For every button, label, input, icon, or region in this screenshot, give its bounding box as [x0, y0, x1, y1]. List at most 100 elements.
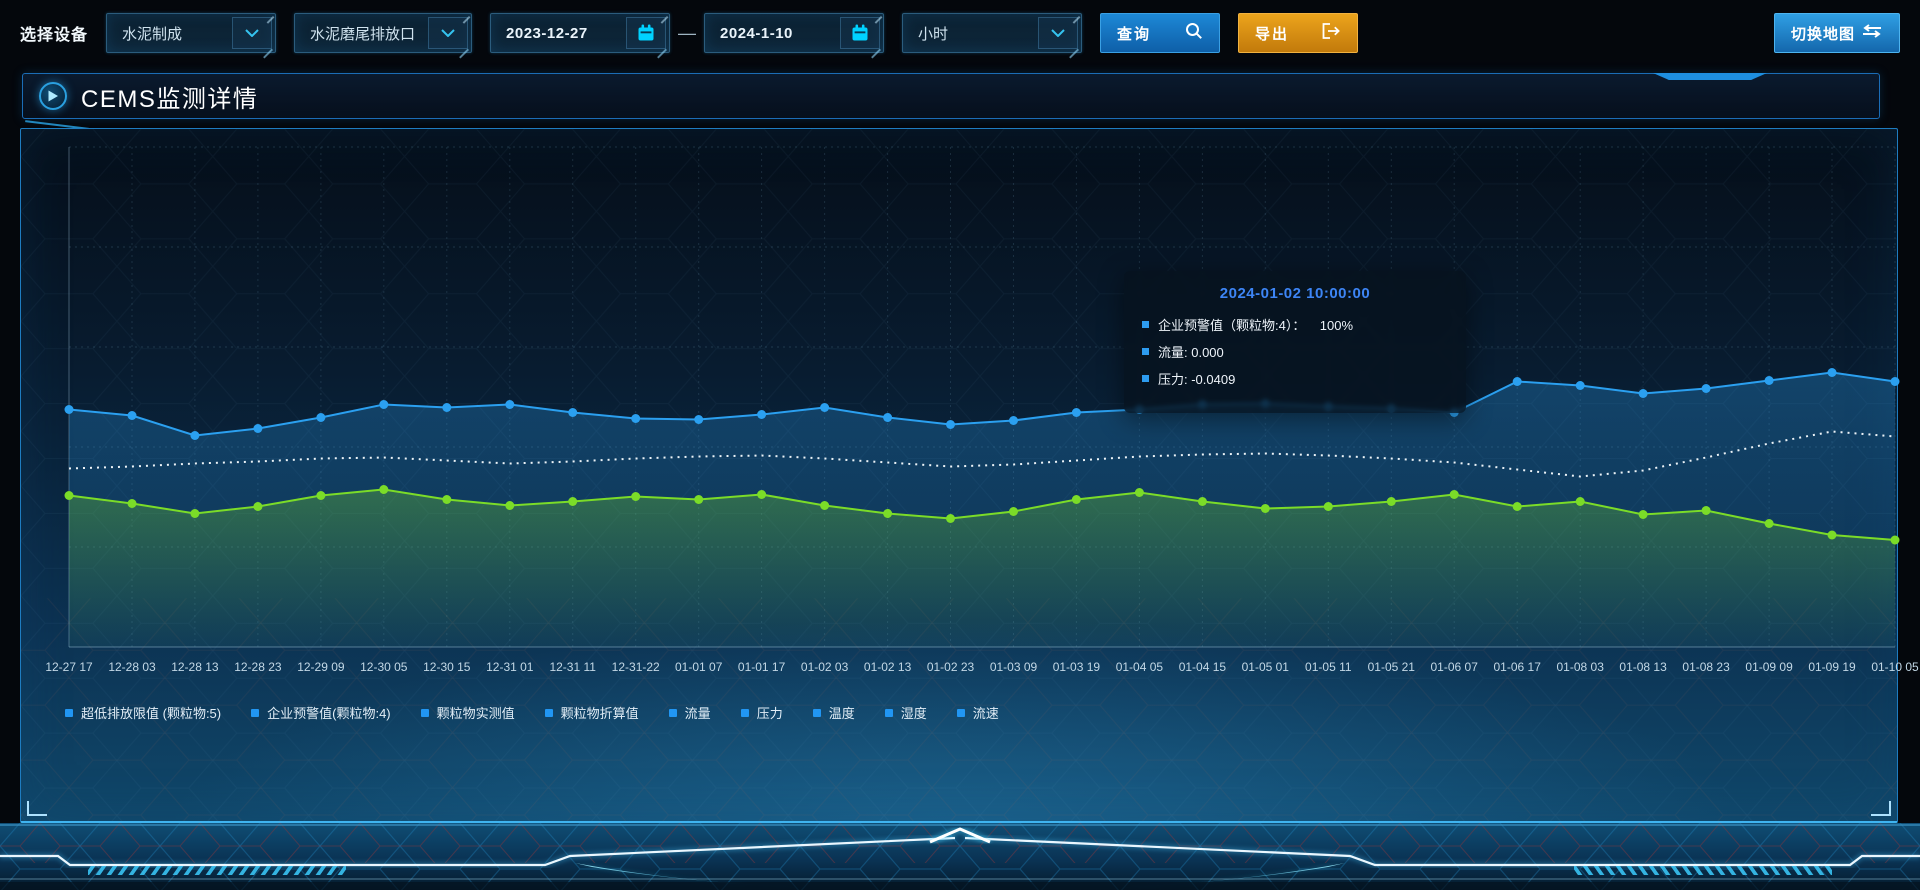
x-axis-label: 12-30 05 [360, 660, 408, 674]
legend-label: 湿度 [900, 706, 927, 721]
data-point[interactable] [1827, 530, 1837, 540]
legend-label: 温度 [828, 706, 855, 721]
data-point[interactable] [1197, 497, 1207, 506]
data-point[interactable] [1764, 519, 1774, 528]
data-point[interactable] [946, 420, 955, 429]
legend-item[interactable]: 超低排放限值 (颗粒物:5) [65, 703, 221, 722]
data-point[interactable] [1323, 502, 1333, 511]
legend-item[interactable]: 流速 [956, 703, 999, 722]
legend-item[interactable]: 压力 [740, 703, 783, 722]
data-point[interactable] [1260, 504, 1270, 513]
data-point[interactable] [1449, 490, 1459, 499]
data-point[interactable] [379, 485, 389, 494]
data-point[interactable] [1575, 497, 1585, 506]
calendar-icon [840, 17, 881, 49]
data-point[interactable] [1512, 502, 1522, 511]
data-point[interactable] [127, 411, 137, 420]
data-point[interactable] [253, 424, 263, 433]
outlet-select[interactable]: 水泥磨尾排放口 [294, 13, 473, 53]
data-point[interactable] [1701, 384, 1711, 393]
data-point[interactable] [1764, 376, 1774, 385]
tooltip-item: 企业预警值（颗粒物:4）： 100% [1124, 311, 1466, 338]
legend-item[interactable]: 湿度 [884, 703, 927, 722]
data-point[interactable] [883, 413, 893, 422]
data-point[interactable] [1009, 416, 1018, 425]
data-point[interactable] [946, 514, 955, 523]
interval-select[interactable]: 小时 [902, 13, 1083, 53]
legend-label: 颗粒物折算值 [560, 706, 639, 721]
data-point[interactable] [316, 413, 326, 422]
tooltip-marker [1142, 321, 1149, 328]
legend-item[interactable]: 颗粒物实测值 [420, 703, 515, 722]
device-select-label: 选择设备 [20, 27, 89, 44]
data-point[interactable] [757, 410, 767, 419]
data-point[interactable] [820, 403, 830, 412]
legend-item[interactable]: 流量 [668, 703, 711, 722]
data-point[interactable] [1638, 510, 1648, 519]
x-axis-label: 12-27 17 [45, 660, 93, 674]
legend-label: 超低排放限值 (颗粒物:5) [81, 706, 222, 721]
data-point[interactable] [1134, 488, 1144, 497]
data-point[interactable] [190, 509, 200, 518]
query-button[interactable]: 查询 [1100, 13, 1221, 53]
data-point[interactable] [820, 501, 830, 510]
x-axis-label: 01-01 07 [675, 660, 723, 674]
x-axis-label: 01-08 23 [1682, 660, 1730, 674]
tooltip-item-text: 压力: -0.0409 [1158, 372, 1236, 387]
data-point[interactable] [568, 408, 578, 417]
legend-item[interactable]: 温度 [812, 703, 855, 722]
date-to-value: 2024-1-10 [720, 24, 793, 42]
data-point[interactable] [631, 414, 641, 423]
data-point[interactable] [1638, 389, 1648, 398]
data-point[interactable] [379, 400, 389, 409]
data-point[interactable] [631, 492, 641, 501]
data-point[interactable] [1512, 377, 1522, 386]
outlet-value: 水泥磨尾排放口 [310, 25, 416, 43]
data-point[interactable] [505, 400, 515, 409]
interval-value: 小时 [918, 25, 949, 43]
toolbar: 选择设备 水泥制成 水泥磨尾排放口 2023-12-27 — 2024-1-10 [0, 0, 1920, 58]
legend-item[interactable]: 颗粒物折算值 [544, 703, 639, 722]
data-point[interactable] [883, 509, 893, 518]
data-point[interactable] [1071, 495, 1081, 504]
data-point[interactable] [64, 405, 74, 414]
data-point[interactable] [190, 431, 200, 440]
data-point[interactable] [442, 403, 452, 412]
data-point[interactable] [253, 502, 263, 511]
chevron-down-icon [232, 17, 273, 49]
x-axis-label: 12-31 01 [486, 660, 534, 674]
data-point[interactable] [316, 491, 326, 500]
data-point[interactable] [1890, 535, 1900, 545]
search-icon [1185, 22, 1203, 44]
data-point[interactable] [757, 490, 767, 499]
date-to-input[interactable]: 2024-1-10 [704, 13, 885, 53]
data-point[interactable] [1890, 377, 1900, 386]
data-point[interactable] [127, 499, 137, 508]
device-type-select[interactable]: 水泥制成 [106, 13, 277, 53]
export-button[interactable]: 导出 [1238, 13, 1359, 53]
data-point[interactable] [1386, 497, 1396, 506]
date-from-input[interactable]: 2023-12-27 [490, 13, 671, 53]
data-point[interactable] [1071, 408, 1081, 417]
bottom-frame-decoration [0, 823, 1920, 890]
data-point[interactable] [442, 495, 452, 504]
data-point[interactable] [568, 497, 578, 506]
data-point[interactable] [1701, 506, 1711, 515]
x-axis-label: 12-28 23 [234, 660, 282, 674]
panel-header: CEMS监测详情 [22, 73, 1880, 119]
data-point[interactable] [694, 415, 704, 424]
x-axis-label: 01-08 03 [1557, 660, 1605, 674]
data-point[interactable] [694, 495, 704, 504]
chevron-down-icon [1038, 17, 1079, 49]
switch-map-button[interactable]: 切换地图 [1774, 13, 1900, 53]
data-point[interactable] [64, 491, 74, 500]
data-point[interactable] [1009, 507, 1018, 516]
legend-marker [65, 708, 73, 717]
x-axis-label: 01-06 17 [1494, 660, 1542, 674]
legend-item[interactable]: 企业预警值(颗粒物:4) [251, 703, 391, 722]
data-point[interactable] [505, 501, 515, 510]
data-point[interactable] [1575, 381, 1585, 390]
x-axis-label: 01-04 15 [1179, 660, 1227, 674]
data-point[interactable] [1827, 368, 1837, 377]
